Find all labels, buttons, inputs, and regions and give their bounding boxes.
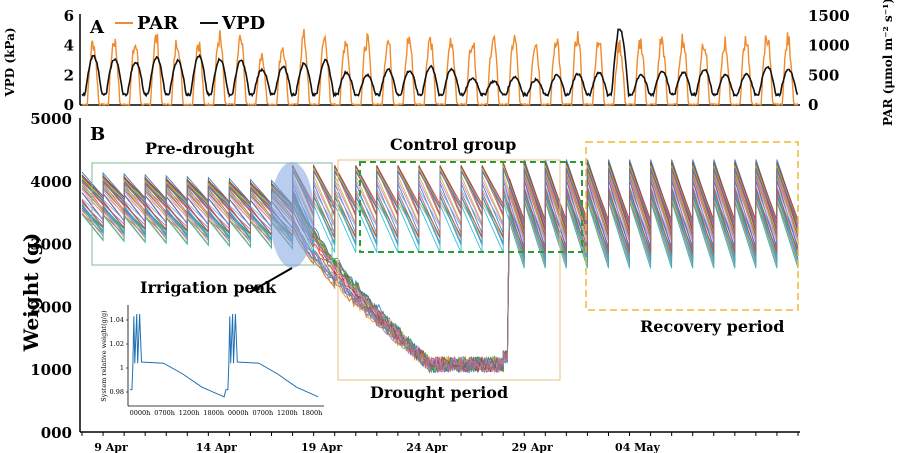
- panel-b-y-tick: 2000: [30, 298, 72, 316]
- weight-trace: [81, 172, 799, 374]
- control-group-box: [359, 161, 583, 253]
- vpd-line: [81, 28, 798, 98]
- inset-y-tick: 1.02: [110, 340, 124, 348]
- panel-b-y-ticks: 000 1000 2000 3000 4000 5000: [30, 110, 72, 442]
- panel-b-y-tick: 000: [41, 424, 72, 442]
- inset-background: [96, 298, 328, 420]
- inset-x-tick: 1200h: [179, 409, 200, 417]
- panel-a-label: A: [89, 17, 105, 38]
- panel-a-left-tick: 6: [64, 7, 74, 25]
- panel-a: A PAR VPD 0 2 4 6 0 500 1000 1500 VPD (kPa) PAR…: [3, 0, 895, 126]
- panel-a-right-tick: 500: [808, 66, 839, 84]
- panel-a-left-tick: 4: [64, 37, 74, 55]
- panel-b-x-tick: 04 May: [615, 441, 660, 453]
- panel-a-left-ticks: 0 2 4 6: [64, 7, 74, 114]
- panel-a-left-tick: 2: [64, 66, 74, 84]
- recovery-period-label: Recovery period: [640, 317, 784, 336]
- inset-x-tick: 0000h: [228, 409, 249, 417]
- inset-y-axis-label: System relative weight(g/g): [100, 310, 108, 402]
- weight-trace: [81, 168, 799, 224]
- panel-b-y-axis-label: Weight (g): [19, 233, 43, 353]
- panel-b-x-ticks: 9 Apr 14 Apr 19 Apr 24 Apr 29 Apr 04 May: [81, 432, 799, 453]
- irrigation-peak-arrowhead: [250, 284, 260, 292]
- irrigation-peak-label: Irrigation peak: [140, 278, 277, 297]
- panel-b-x-tick: 9 Apr: [94, 441, 128, 453]
- panel-b-x-tick: 29 Apr: [512, 441, 553, 453]
- inset-x-tick: 1800h: [203, 409, 224, 417]
- inset-x-tick: 0700h: [154, 409, 175, 417]
- inset-y-tick: 1.04: [110, 316, 124, 324]
- panel-a-legend: PAR VPD: [115, 13, 265, 34]
- panel-b-y-tick: 1000: [30, 361, 72, 379]
- inset-x-tick: 1200h: [277, 409, 298, 417]
- irrigation-peak-highlight: [270, 162, 314, 268]
- recovery-period-box: [585, 141, 799, 311]
- inset-line: [130, 313, 319, 398]
- weight-trace: [81, 196, 799, 372]
- drought-period-label: Drought period: [370, 383, 508, 402]
- legend-label-par: PAR: [137, 13, 179, 34]
- inset-chart: System relative weight(g/g) 0.98 1 1.02 1.0…: [96, 298, 328, 420]
- drought-period-box: [337, 159, 561, 381]
- weight-trace: [81, 188, 799, 254]
- panel-b: B Weight (g) 000 1000 2000 3000 4000 5000 9 A…: [19, 110, 800, 453]
- panel-b-y-tick: 3000: [30, 236, 72, 254]
- panel-a-right-tick: 1500: [808, 7, 850, 25]
- panel-b-x-tick: 19 Apr: [301, 441, 342, 453]
- panel-a-lines: [81, 28, 799, 107]
- panel-b-y-tick: 5000: [30, 110, 72, 128]
- panel-a-right-tick: 0: [808, 96, 818, 114]
- inset-weight-line: [130, 313, 319, 398]
- panel-b-label: B: [90, 124, 105, 145]
- panel-a-left-tick: 0: [64, 96, 74, 114]
- panel-a-right-tick: 1000: [808, 37, 850, 55]
- inset-x-tick: 0000h: [130, 409, 151, 417]
- panel-a-left-axis-label: VPD (kPa): [3, 27, 17, 97]
- control-group-label: Control group: [390, 135, 516, 154]
- pre-drought-label: Pre-drought: [145, 139, 255, 158]
- pre-drought-box: [91, 162, 333, 266]
- inset-x-tick: 0700h: [252, 409, 273, 417]
- inset-y-tick: 1: [120, 364, 124, 372]
- legend-label-vpd: VPD: [221, 13, 265, 34]
- panel-b-y-tick: 4000: [30, 173, 72, 191]
- inset-y-tick: 0.98: [110, 388, 124, 396]
- panel-a-right-axis-label: PAR (μmol m⁻² s⁻¹): [881, 0, 895, 126]
- panel-b-x-tick: 24 Apr: [406, 441, 447, 453]
- panel-b-x-tick: 14 Apr: [196, 441, 237, 453]
- panel-b-lines: [81, 159, 799, 374]
- panel-a-right-ticks: 0 500 1000 1500: [808, 7, 850, 114]
- inset-x-tick: 1800h: [302, 409, 323, 417]
